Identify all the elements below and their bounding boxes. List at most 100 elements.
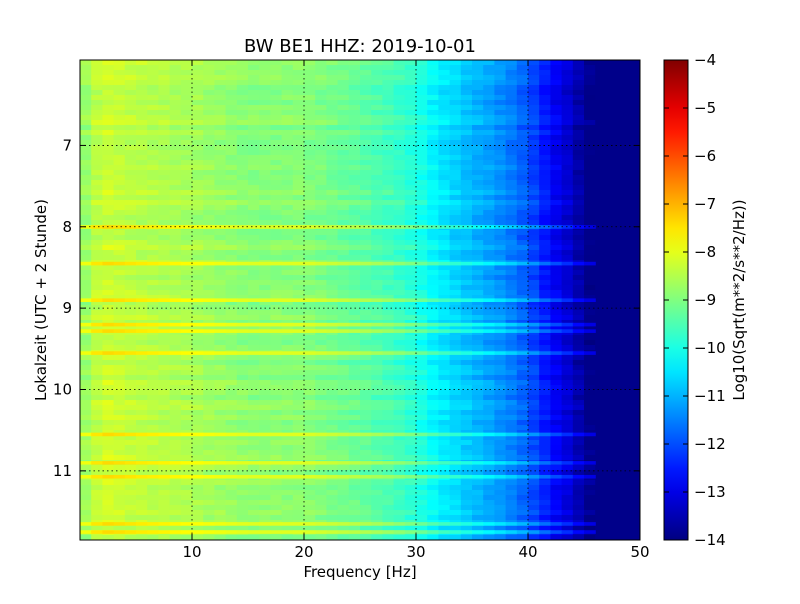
spectrogram-cell [472, 480, 484, 486]
spectrogram-cell [348, 325, 361, 331]
spectrogram-cell [483, 490, 495, 496]
spectrogram-cell [315, 380, 327, 386]
spectrogram-cell [259, 220, 271, 226]
spectrogram-cell [449, 315, 462, 321]
spectral-line [192, 298, 204, 302]
spectrogram-cell [91, 100, 103, 106]
spectrogram-cell [404, 245, 417, 251]
spectrogram-cell [360, 300, 372, 306]
spectrogram-cell [382, 240, 395, 246]
spectrogram-cell [113, 355, 126, 361]
spectrogram-cell [80, 390, 92, 396]
spectrogram-cell [449, 100, 462, 106]
spectrogram-cell [360, 535, 372, 540]
spectrogram-cell [606, 290, 619, 296]
spectrogram-cell [572, 195, 585, 201]
spectrogram-cell [337, 140, 350, 146]
spectrogram-cell [337, 290, 350, 296]
spectrogram-cell [617, 510, 630, 516]
spectrogram-cell [438, 95, 451, 101]
spectrogram-cell [628, 325, 640, 331]
spectrogram-cell [494, 450, 507, 456]
spectrogram-cell [572, 535, 585, 540]
spectrogram-cell [561, 145, 574, 151]
spectrogram-cell [516, 440, 529, 446]
spectrogram-cell [91, 110, 103, 116]
spectrogram-cell [270, 235, 283, 241]
spectrogram-cell [236, 325, 249, 331]
spectrogram-cell [628, 170, 640, 176]
spectrogram-cell [315, 105, 327, 111]
spectrogram-cell [539, 480, 551, 486]
spectrogram-cell [404, 305, 417, 311]
spectrogram-cell [494, 190, 507, 196]
spectrogram-cell [158, 305, 171, 311]
spectrogram-cell [169, 465, 182, 471]
spectrogram-cell [438, 165, 451, 171]
spectrogram-cell [393, 405, 406, 411]
spectrogram-cell [561, 515, 574, 521]
spectrogram-cell [561, 440, 574, 446]
spectrogram-cell [404, 175, 417, 181]
spectrogram-cell [169, 315, 182, 321]
spectrogram-cell [404, 365, 417, 371]
spectrogram-cell [438, 485, 451, 491]
spectral-line [203, 298, 215, 302]
spectrogram-cell [225, 295, 238, 301]
spectrogram-cell [225, 90, 238, 96]
spectrogram-cell [113, 385, 126, 391]
spectrogram-cell [472, 90, 484, 96]
spectrogram-cell [315, 425, 327, 431]
spectrogram-cell [169, 360, 182, 366]
spectrogram-cell [337, 525, 350, 531]
spectrogram-cell [270, 115, 283, 121]
spectrogram-cell [326, 380, 339, 386]
spectrogram-cell [337, 95, 350, 101]
spectrogram-cell [550, 70, 563, 76]
spectrogram-cell [595, 445, 607, 451]
spectrogram-cell [102, 535, 115, 540]
spectrogram-cell [326, 435, 339, 441]
spectrogram-cell [416, 355, 428, 361]
spectrogram-cell [270, 505, 283, 511]
spectrogram-cell [102, 115, 115, 121]
spectrogram-cell [158, 500, 171, 506]
spectrogram-cell [102, 320, 115, 326]
spectrogram-cell [281, 470, 294, 476]
spectrogram-cell [628, 255, 640, 261]
spectrogram-cell [124, 245, 137, 251]
spectrogram-cell [91, 345, 103, 351]
spectrogram-cell [393, 85, 406, 91]
spectrogram-cell [169, 340, 182, 346]
spectrogram-cell [516, 70, 529, 76]
spectrogram-cell [539, 270, 551, 276]
spectrogram-cell [584, 425, 596, 431]
spectrogram-cell [393, 295, 406, 301]
spectrogram-cell [572, 220, 585, 226]
spectrogram-cell [460, 505, 473, 511]
spectrogram-cell [382, 170, 395, 176]
spectrogram-cell [91, 240, 103, 246]
spectrogram-cell [136, 395, 148, 401]
spectrogram-cell [427, 270, 439, 276]
spectrogram-cell [315, 415, 327, 421]
spectrogram-cell [606, 160, 619, 166]
spectrogram-cell [80, 360, 92, 366]
spectrogram-cell [628, 125, 640, 131]
spectrogram-cell [192, 255, 204, 261]
spectrogram-cell [483, 200, 495, 206]
spectral-line [483, 322, 495, 327]
spectrogram-cell [371, 170, 383, 176]
spectrogram-cell [102, 75, 115, 81]
spectrogram-cell [136, 105, 148, 111]
spectrogram-cell [259, 495, 271, 501]
spectrogram-cell [561, 535, 574, 540]
spectrogram-cell [203, 90, 215, 96]
spectrogram-cell [617, 300, 630, 306]
spectrogram-cell [158, 325, 171, 331]
spectrogram-cell [561, 80, 574, 86]
spectrogram-cell [628, 110, 640, 116]
spectrogram-cell [449, 150, 462, 156]
spectrogram-cell [584, 220, 596, 226]
spectrogram-cell [449, 70, 462, 76]
